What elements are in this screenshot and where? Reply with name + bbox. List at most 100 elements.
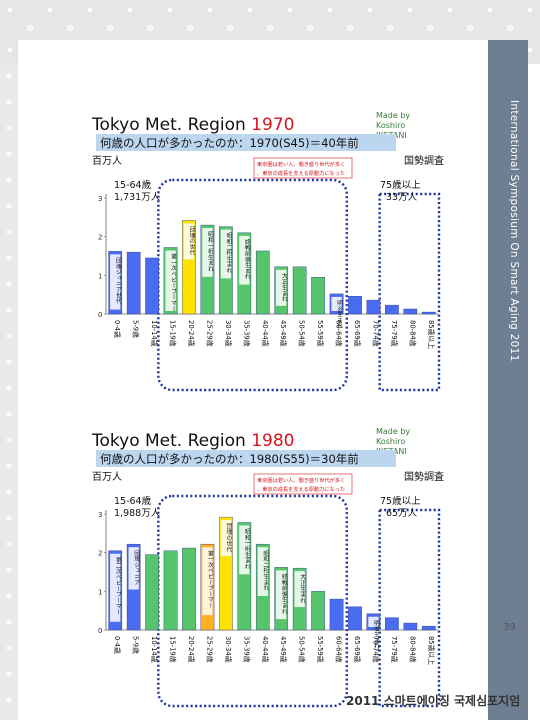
bar-label: 昭和二桁生まれ: [225, 233, 232, 274]
bar-label: 団塊ジュニア世代: [114, 257, 121, 305]
bar: [366, 299, 381, 315]
category-label: 70-74歳: [371, 320, 380, 347]
bar-label: 第一次ベビーブーマー: [170, 253, 177, 312]
source-label: 国勢調査: [404, 154, 444, 167]
category-label: 65-69歳: [353, 320, 362, 347]
bar: [403, 622, 418, 631]
credit-line: Made by: [376, 111, 410, 120]
bar-label: 昭和二桁生まれ: [262, 550, 269, 591]
chart-year: 1980: [251, 431, 294, 451]
bar: [145, 257, 159, 315]
category-label: 5-9歳: [132, 320, 141, 338]
bar-label-box: [220, 520, 232, 557]
footer-text: 2011 스마트에이징 국제심포지엄: [346, 694, 521, 708]
category-label: 80-84歳: [408, 636, 417, 663]
category-label: 15-19歳: [169, 636, 178, 663]
bar-label-box: [110, 553, 121, 622]
category-label: 40-44歳: [261, 636, 270, 663]
category-label: 5-9歳: [132, 636, 141, 654]
bar-label: 明治生まれ: [372, 620, 379, 649]
bar-label-box: [183, 223, 195, 260]
chart-subtitle: 何歳の人口が多かったのか：1970(S45)＝40年前: [100, 136, 359, 150]
bar: [348, 606, 362, 631]
chart-note: 、東京の成長を支える原動力になった: [257, 169, 345, 177]
category-label: 70-74歳: [371, 636, 380, 663]
bar: [182, 547, 196, 631]
category-label: 35-39歳: [242, 636, 251, 663]
category-label: 20-24歳: [187, 636, 196, 663]
category-label: 25-29歳: [205, 320, 214, 347]
callout-working-age: 15-64歳: [114, 495, 152, 507]
bar-label: 第一次ベビーブーマー: [206, 549, 213, 608]
category-label: 10-14歳: [150, 320, 159, 347]
category-label: 75-79歳: [390, 320, 399, 347]
highlight-elderly: [378, 508, 441, 708]
bar: [292, 266, 307, 315]
credit-line: Koshiro: [376, 437, 405, 446]
y-tick-label: 2: [98, 234, 102, 242]
callout-working-age-value: 1,988万人: [114, 508, 161, 519]
bar-label: 第二次ベビーブーマー: [114, 556, 121, 615]
category-label: 80-84歳: [408, 320, 417, 347]
bar-label-box: [165, 250, 176, 311]
bar-label: 昭和一桁生まれ: [243, 529, 250, 570]
chart-subtitle: 何歳の人口が多かったのか：1980(S55)＝30年前: [100, 452, 359, 466]
bar: [421, 311, 436, 315]
bar-label-box: [276, 269, 287, 306]
category-label: 50-54歳: [298, 636, 307, 663]
category-label: 20-24歳: [187, 320, 196, 347]
category-label: 10-14歳: [150, 636, 159, 663]
bar: [385, 617, 399, 631]
bar: [145, 554, 159, 631]
bar-label-box: [202, 547, 213, 616]
bar-label-box: [110, 254, 121, 310]
bar-label: 終戦前後生まれ: [280, 572, 287, 614]
y-tick-label: 3: [98, 511, 102, 519]
bar: [385, 304, 399, 315]
callout-elderly-value: 65万人: [386, 508, 418, 519]
category-label: 65-69歳: [353, 636, 362, 663]
category-label: 45-49歳: [279, 636, 288, 663]
chart-title: Tokyo Met. Region 1980: [91, 431, 294, 451]
bar-label: 団塊ジュニア: [133, 550, 140, 585]
category-label: 75-79歳: [390, 636, 399, 663]
category-label: 50-54歳: [298, 320, 307, 347]
bar: [329, 598, 344, 631]
chart-title: Tokyo Met. Region 1970: [91, 115, 294, 135]
chart-note: 東京圏は若い人、働き盛り世代が多く: [257, 476, 345, 484]
bar-label-box: [128, 547, 139, 590]
category-label: 0-4歳: [113, 320, 122, 338]
bar: [311, 591, 325, 631]
chart-note: 東京圏は若い人、働き盛り世代が多く: [257, 160, 345, 168]
side-band: [488, 40, 528, 720]
decorative-left-pattern: [0, 64, 18, 720]
bar: [311, 277, 325, 315]
callout-elderly-value: 33万人: [386, 192, 418, 203]
bar-label-box: [239, 525, 250, 575]
bar-label-box: [220, 229, 232, 279]
y-tick-label: 0: [98, 311, 102, 319]
bar: [403, 308, 418, 315]
y-tick-label: 1: [98, 588, 102, 596]
callout-working-age: 15-64歳: [114, 179, 152, 191]
y-axis-label: 百万人: [92, 471, 122, 483]
y-tick-label: 2: [98, 550, 102, 558]
y-tick-label: 3: [98, 195, 102, 203]
bar-label-box: [331, 296, 342, 311]
credit-line: Made by: [376, 427, 410, 436]
bar-label: 大正生まれ: [299, 573, 306, 603]
bar: [348, 296, 362, 315]
category-label: 15-19歳: [169, 320, 178, 347]
chart-note: 、東京の成長を支える原動力になった: [257, 485, 345, 493]
chart-year: 1970: [251, 115, 294, 135]
bar-label-box: [257, 547, 268, 596]
category-label: 55-59歳: [316, 320, 325, 347]
symposium-title: International Symposium On Smart Aging 2…: [508, 100, 520, 362]
category-label: 35-39歳: [242, 320, 251, 347]
bar-label-box: [294, 571, 305, 608]
bar: [421, 625, 436, 631]
subtitle-band: [96, 134, 396, 151]
